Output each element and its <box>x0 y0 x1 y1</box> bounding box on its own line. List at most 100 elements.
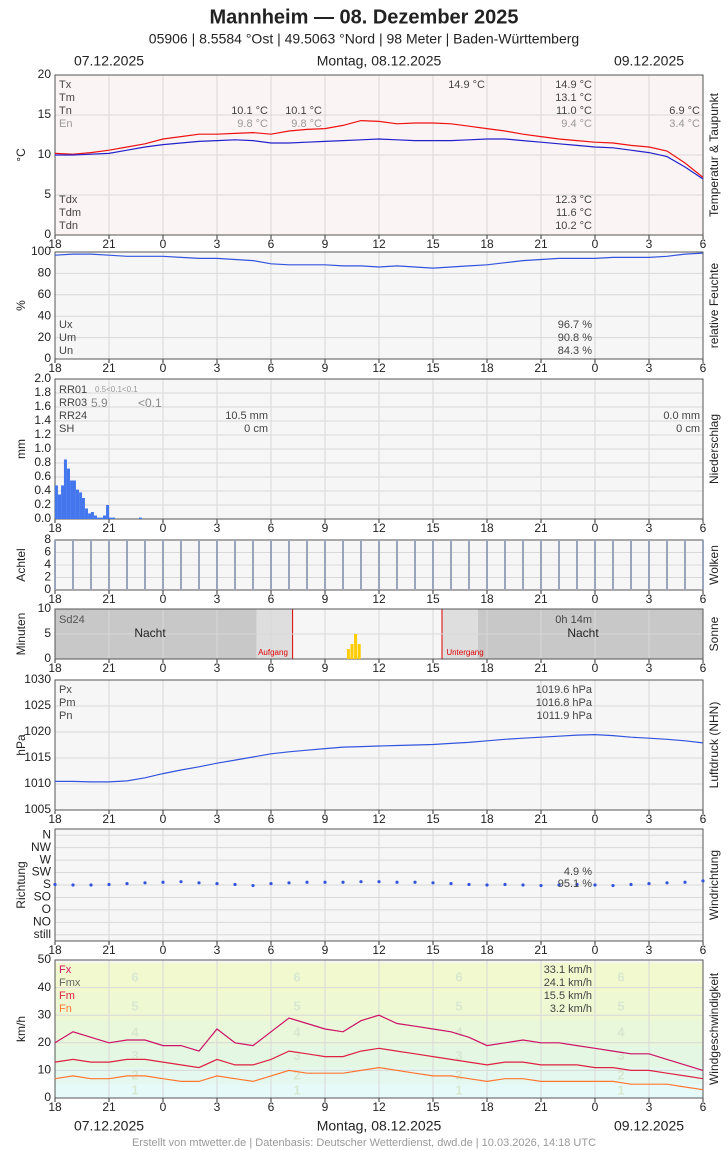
point <box>629 882 633 887</box>
note: Fm <box>59 990 75 1002</box>
point <box>575 882 579 887</box>
beaufort-label: 6 <box>455 969 462 984</box>
bar <box>450 540 452 590</box>
y-tick-label: 2.0 <box>34 371 51 385</box>
beaufort-label: 3 <box>293 1048 300 1063</box>
point <box>71 883 75 887</box>
bar <box>346 649 350 659</box>
bar <box>85 508 88 519</box>
beaufort-label: 5 <box>293 998 300 1013</box>
bar <box>81 498 85 519</box>
x-tick-label: 3 <box>646 361 653 375</box>
note: Nacht <box>567 626 599 640</box>
bar <box>180 540 182 590</box>
beaufort-label: 4 <box>131 1025 139 1040</box>
data-line <box>55 733 704 783</box>
bar <box>70 480 74 519</box>
x-tick-label: 21 <box>102 237 116 251</box>
note: Px <box>59 684 72 696</box>
note: 0h 14m <box>555 614 592 626</box>
beaufort-label: 4 <box>293 1025 301 1040</box>
x-tick-label: 3 <box>646 1100 653 1114</box>
x-tick-label: 6 <box>268 361 275 375</box>
y-tick-label: 0.4 <box>34 483 51 497</box>
x-tick-label: 6 <box>268 237 275 251</box>
y-tick-label: 0 <box>44 582 51 596</box>
footer-date-center: Montag, 08.12.2025 <box>317 1118 442 1134</box>
bar <box>576 540 578 590</box>
note: Aufgang <box>258 648 288 657</box>
note: Untergang <box>446 648 483 657</box>
y-tick-label: 1015 <box>24 750 51 764</box>
note: 14.9 °C <box>448 79 485 91</box>
point <box>233 882 237 887</box>
x-tick-label: 6 <box>268 521 275 535</box>
bar <box>61 485 65 519</box>
note: 1011.9 hPa <box>537 710 593 722</box>
point <box>665 881 669 885</box>
x-tick-label: 0 <box>160 592 167 606</box>
bar <box>97 517 101 519</box>
y-tick-label: NW <box>31 840 52 854</box>
date-right: 09.12.2025 <box>614 53 684 69</box>
point <box>287 881 291 885</box>
beaufort-label: 6 <box>617 969 624 984</box>
bar <box>54 540 56 590</box>
bar <box>414 540 416 590</box>
y-tick-label: 0.2 <box>34 497 51 511</box>
beaufort-label: 5 <box>131 998 138 1013</box>
beaufort-label: 1 <box>455 1083 462 1098</box>
y-axis-label: % <box>14 300 28 311</box>
x-tick-label: 0 <box>160 361 167 375</box>
x-tick-label: 6 <box>700 812 707 826</box>
point <box>467 882 471 887</box>
x-tick-label: 9 <box>322 943 329 957</box>
y-tick-label: 8 <box>44 532 51 546</box>
y-tick-label: 0 <box>44 351 51 365</box>
data-line <box>55 138 704 180</box>
x-tick-label: 0 <box>592 943 599 957</box>
side-label: relative Feuchte <box>707 262 721 348</box>
x-tick-label: 21 <box>102 361 116 375</box>
point <box>143 881 147 885</box>
x-tick-label: 15 <box>426 1100 440 1114</box>
x-tick-label: 12 <box>372 592 386 606</box>
side-label: Windgeschwindigkeit <box>707 972 721 1085</box>
date-left: 07.12.2025 <box>74 53 144 69</box>
x-tick-label: 6 <box>268 812 275 826</box>
bar <box>594 540 596 590</box>
side-label: Wolken <box>707 545 721 585</box>
x-tick-label: 0 <box>592 661 599 675</box>
x-tick-label: 21 <box>102 812 116 826</box>
beaufort-label: 1 <box>131 1083 138 1098</box>
beaufort-label: 2 <box>293 1067 300 1082</box>
y-tick-label: 10 <box>38 147 52 161</box>
bar <box>486 540 488 590</box>
beaufort-label: 3 <box>617 1048 624 1063</box>
y-axis-label: °C <box>14 148 28 162</box>
x-tick-label: 15 <box>426 592 440 606</box>
note: 0.0 mm <box>663 410 700 422</box>
bar <box>684 540 686 590</box>
x-tick-label: 3 <box>214 812 221 826</box>
note: Tdx <box>59 194 78 206</box>
x-tick-label: 18 <box>48 812 62 826</box>
note: 14.9 °C <box>555 79 592 91</box>
bar <box>63 459 67 519</box>
y-tick-label: still <box>34 927 51 941</box>
point <box>485 883 489 887</box>
note: 12.3 °C <box>555 194 592 206</box>
bar <box>324 540 326 590</box>
y-tick-label: 0.8 <box>34 455 51 469</box>
credit: Erstellt von mtwetter.de | Datenbasis: D… <box>132 1137 596 1149</box>
bar <box>540 540 542 590</box>
x-tick-label: 0 <box>592 592 599 606</box>
point <box>539 883 543 888</box>
beaufort-label: 1 <box>293 1083 300 1098</box>
bar <box>357 644 361 659</box>
note: 5.9 <box>91 396 108 410</box>
note: Pm <box>59 697 76 709</box>
bar <box>79 492 83 519</box>
y-tick-label: 50 <box>38 952 52 966</box>
